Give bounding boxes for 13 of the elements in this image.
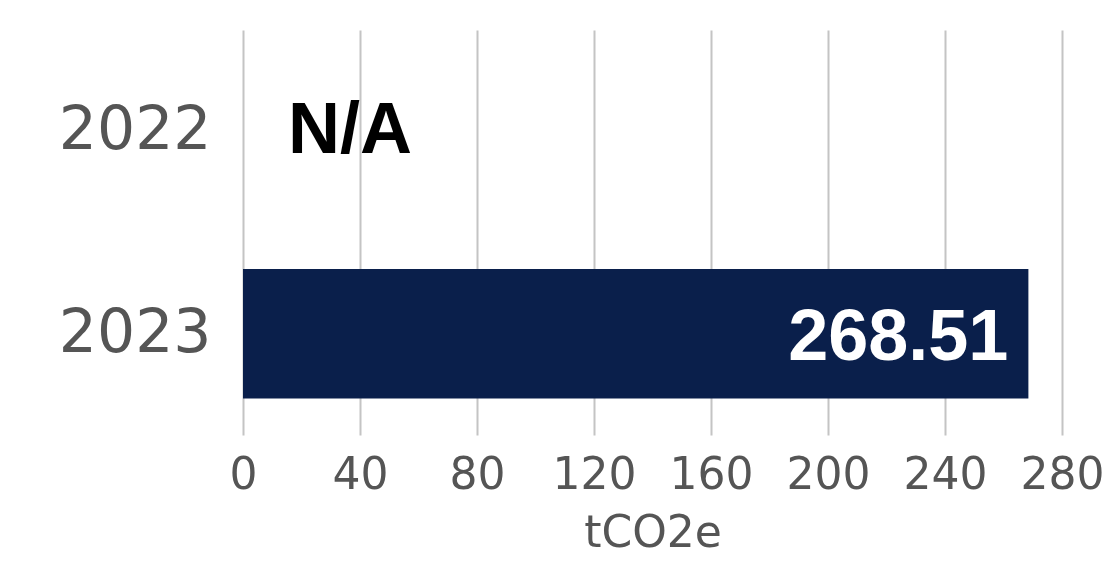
x-tick-label: 120 — [552, 447, 637, 499]
x-tick-label: 0 — [229, 447, 258, 499]
x-axis-title: tCO2e — [584, 505, 722, 557]
x-tick-label: 160 — [669, 447, 754, 499]
text: N/A — [288, 88, 412, 169]
x-tick-label: 280 — [1020, 447, 1105, 499]
y-tick-label: 2022 — [58, 93, 212, 164]
data-label: 268.51 — [788, 294, 1009, 375]
x-tick-label: 40 — [332, 447, 389, 499]
y-tick-label: 2023 — [58, 295, 212, 366]
x-tick-label: 80 — [449, 447, 506, 499]
x-tick-label: 200 — [786, 447, 871, 499]
x-tick-label: 240 — [903, 447, 988, 499]
